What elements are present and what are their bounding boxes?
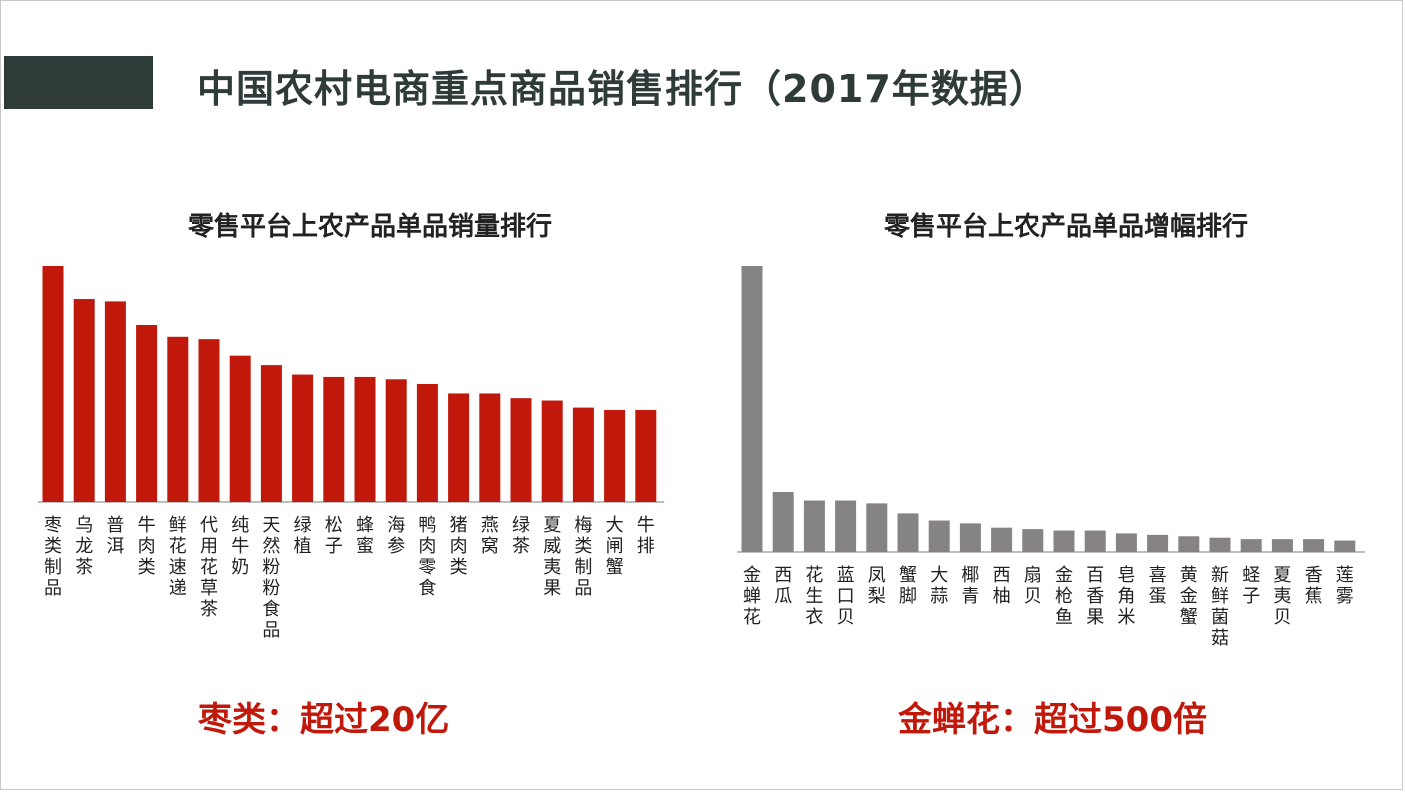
category-label-6: 蟹脚 — [899, 565, 917, 607]
category-label-9: 绿植 — [294, 515, 312, 557]
bar-18 — [1271, 539, 1293, 552]
right-chart-title: 零售平台上农产品单品增幅排行 — [884, 212, 1249, 242]
category-label-20: 牛排 — [637, 515, 655, 557]
category-label-14: 猪肉类 — [450, 515, 468, 578]
bar-10 — [323, 376, 345, 502]
category-label-4: 蓝口贝 — [837, 565, 855, 628]
category-label-19: 大闸蟹 — [606, 515, 624, 578]
bar-12 — [1084, 530, 1106, 552]
category-label-20: 莲雾 — [1336, 565, 1354, 607]
category-label-17: 蛏子 — [1242, 565, 1260, 607]
category-label-10: 扇贝 — [1024, 565, 1042, 607]
page-title: 中国农村电商重点商品销售排行（2017年数据） — [197, 67, 1048, 111]
bar-2 — [73, 299, 95, 502]
category-label-15: 燕窝 — [481, 515, 499, 557]
left-chart-title: 零售平台上农产品单品销量排行 — [188, 212, 553, 242]
category-label-18: 梅类制品 — [574, 515, 592, 599]
sales-ranking-bar-chart: 枣类制品乌龙茶普洱牛肉类鲜花速递代用花草茶纯牛奶天然粉粉食品绿植松子蜂蜜海参鸭肉… — [38, 266, 664, 641]
category-label-15: 黄金蟹 — [1180, 565, 1198, 628]
bar-13 — [1115, 533, 1137, 552]
bar-17 — [1240, 539, 1262, 552]
bar-6 — [198, 339, 220, 502]
bar-15 — [1178, 536, 1200, 552]
bar-8 — [959, 523, 981, 552]
category-label-5: 鲜花速递 — [169, 515, 187, 599]
category-label-4: 牛肉类 — [138, 515, 156, 578]
category-label-6: 代用花草茶 — [200, 515, 218, 620]
category-label-10: 松子 — [325, 515, 343, 557]
right-summary-text: 金蝉花：超过500倍 — [898, 700, 1207, 740]
category-label-19: 香蕉 — [1305, 565, 1323, 607]
bar-2 — [772, 491, 794, 552]
bar-14 — [1147, 534, 1169, 552]
bar-13 — [416, 384, 438, 502]
left-summary-text: 枣类：超过20亿 — [198, 700, 450, 740]
category-label-17: 夏威夷果 — [543, 515, 561, 599]
bar-18 — [572, 407, 594, 502]
bar-3 — [104, 301, 126, 502]
category-label-1: 枣类制品 — [44, 515, 62, 599]
bar-7 — [229, 355, 251, 502]
category-label-12: 百香果 — [1086, 565, 1104, 628]
bar-6 — [897, 513, 919, 552]
category-label-3: 花生衣 — [805, 565, 823, 628]
category-label-5: 凤梨 — [868, 565, 886, 607]
bar-14 — [448, 393, 470, 502]
category-label-14: 喜蛋 — [1149, 565, 1167, 607]
bar-11 — [1053, 530, 1075, 552]
category-label-12: 海参 — [387, 515, 405, 557]
bar-4 — [835, 500, 857, 552]
category-label-11: 金枪鱼 — [1055, 565, 1073, 628]
bar-5 — [866, 503, 888, 552]
category-label-3: 普洱 — [106, 515, 124, 557]
bar-19 — [604, 409, 626, 502]
bar-15 — [479, 393, 501, 502]
category-label-7: 纯牛奶 — [231, 515, 249, 578]
bar-1 — [741, 266, 763, 552]
growth-ranking-bar-chart: 金蝉花西瓜花生衣蓝口贝凤梨蟹脚大蒜椰青西柚扇贝金枪鱼百香果皂角米喜蛋黄金蟹新鲜菌… — [737, 266, 1365, 649]
category-label-2: 乌龙茶 — [75, 515, 93, 578]
bar-3 — [803, 500, 825, 552]
bar-12 — [385, 379, 407, 502]
category-label-16: 新鲜菌菇 — [1211, 565, 1229, 649]
category-label-2: 西瓜 — [774, 565, 792, 607]
category-label-8: 椰青 — [961, 565, 979, 607]
category-label-16: 绿茶 — [512, 515, 530, 557]
bar-4 — [136, 325, 158, 502]
bar-5 — [167, 336, 189, 502]
bar-16 — [1209, 537, 1231, 552]
category-label-7: 大蒜 — [930, 565, 948, 607]
bar-20 — [635, 409, 657, 502]
category-label-9: 西柚 — [993, 565, 1011, 607]
category-label-11: 蜂蜜 — [356, 515, 374, 557]
category-label-18: 夏夷贝 — [1273, 565, 1291, 628]
bar-9 — [292, 374, 314, 502]
category-label-1: 金蝉花 — [743, 565, 761, 628]
bar-9 — [991, 527, 1013, 552]
category-label-13: 皂角米 — [1117, 565, 1135, 628]
bar-17 — [541, 400, 563, 502]
bar-16 — [510, 398, 532, 502]
bar-10 — [1022, 529, 1044, 552]
bar-8 — [260, 365, 282, 502]
bar-1 — [42, 266, 64, 502]
bar-11 — [354, 376, 376, 502]
bar-7 — [928, 520, 950, 552]
bar-19 — [1303, 539, 1325, 552]
bar-20 — [1334, 540, 1356, 552]
category-label-8: 天然粉粉食品 — [262, 515, 280, 641]
title-accent-bar — [4, 56, 153, 109]
category-label-13: 鸭肉零食 — [418, 515, 436, 599]
